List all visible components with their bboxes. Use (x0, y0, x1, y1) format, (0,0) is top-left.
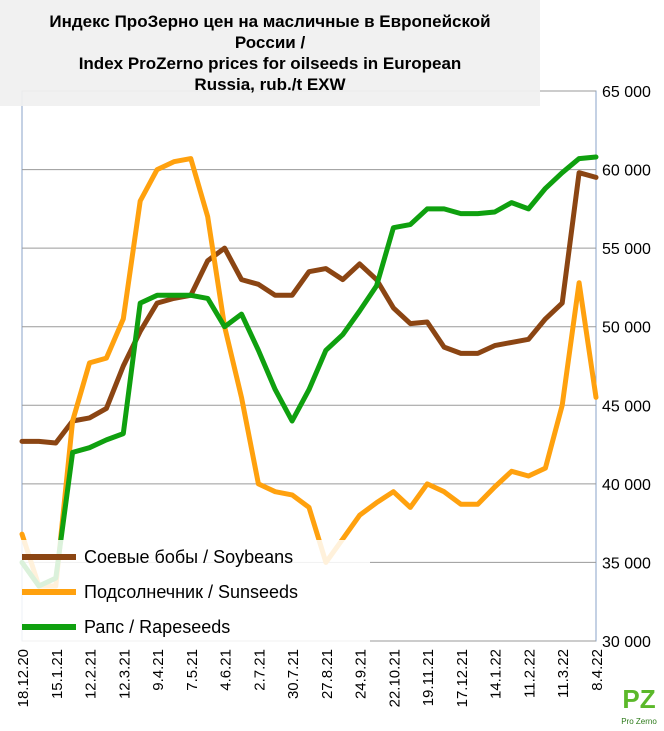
x-tick-label: 8.4.22 (589, 649, 606, 691)
x-tick-label: 12.3.21 (116, 649, 133, 699)
lines (19, 154, 599, 589)
y-tick-label: 55 000 (602, 241, 651, 258)
legend-label: Рапс / Rapeseeds (84, 617, 230, 637)
x-tick-label: 7.5.21 (184, 649, 201, 691)
legend: Соевые бобы / Soybeans Подсолнечник / Sun… (22, 547, 298, 637)
y-tick-label: 65 000 (602, 84, 651, 101)
x-tick-label: 12.2.21 (83, 649, 100, 699)
y-tick-label: 45 000 (602, 398, 651, 415)
x-tick-label: 15.1.21 (49, 649, 66, 699)
x-tick-label: 27.8.21 (319, 649, 336, 699)
x-tick-label: 18.12.20 (15, 649, 32, 707)
y-tick-label: 35 000 (602, 555, 651, 572)
x-tick-label: 17.12.21 (454, 649, 471, 707)
chart-title: Russia, rub./t EXW (194, 75, 346, 94)
x-tick-label: 30.7.21 (285, 649, 302, 699)
y-tick-label: 60 000 (602, 163, 651, 180)
x-tick-label: 11.3.22 (555, 649, 572, 698)
x-tick-label: 19.11.21 (420, 649, 437, 706)
y-tick-label: 30 000 (602, 634, 651, 651)
x-tick-label: 22.10.21 (386, 649, 403, 707)
y-tick-label: 50 000 (602, 320, 651, 337)
x-tick-label: 11.2.22 (521, 649, 538, 698)
y-tick-label: 40 000 (602, 477, 651, 494)
series-line (19, 170, 599, 446)
legend-label: Подсолнечник / Sunseeds (84, 582, 298, 602)
x-tick-label: 14.1.22 (488, 649, 505, 699)
x-tick-label: 9.4.21 (150, 649, 167, 691)
series-line (19, 154, 599, 589)
logo-bg (616, 684, 662, 728)
logo-text: Pro Zerno (621, 717, 657, 726)
title-box (0, 0, 540, 106)
chart-title: России / (235, 33, 306, 52)
logo: PZ Pro Zerno (616, 684, 662, 728)
x-tick-label: 4.6.21 (218, 649, 235, 691)
x-tick-label: 2.7.21 (251, 649, 268, 691)
x-tick-label: 24.9.21 (353, 649, 370, 699)
chart-title: Индекс ПроЗерно цен на масличные в Европ… (49, 12, 490, 31)
series-line (19, 156, 599, 589)
title: Индекс ПроЗерно цен на масличные в Европ… (49, 12, 490, 94)
legend-label: Соевые бобы / Soybeans (84, 547, 293, 567)
chart-title: Index ProZerno prices for oilseeds in Eu… (79, 54, 462, 73)
logo-mark: PZ (622, 684, 655, 714)
